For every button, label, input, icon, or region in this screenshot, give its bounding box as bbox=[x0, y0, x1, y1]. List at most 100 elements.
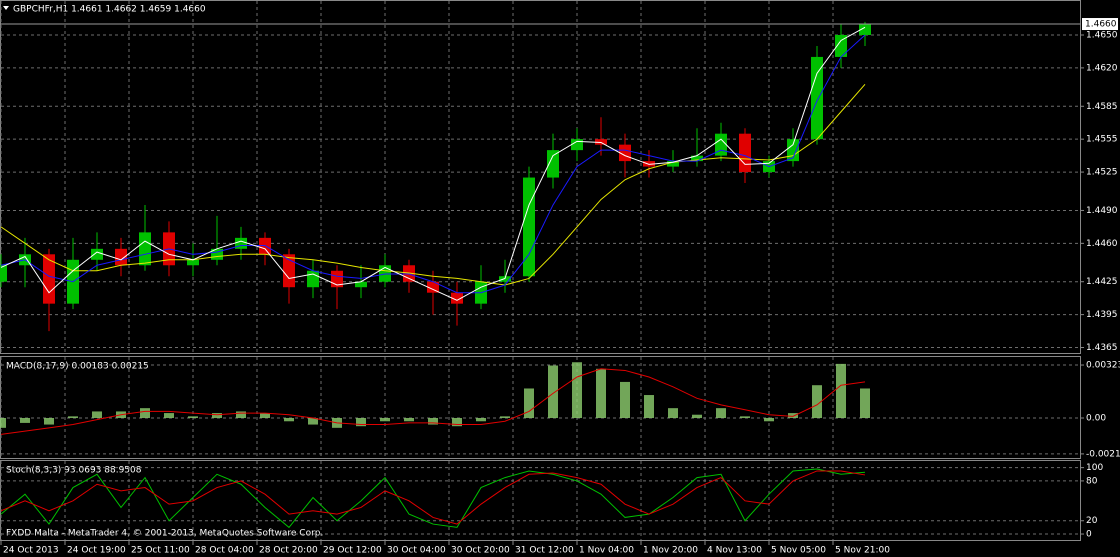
x-tick-label: 5 Nov 21:00 bbox=[835, 546, 890, 556]
macd-bar bbox=[380, 417, 390, 422]
macd-bar bbox=[212, 413, 222, 418]
candle-body bbox=[715, 133, 727, 156]
macd-bar bbox=[620, 381, 630, 418]
candle-body bbox=[211, 248, 223, 260]
macd-bar bbox=[836, 363, 846, 418]
x-tick-label: 25 Oct 11:00 bbox=[131, 546, 190, 556]
moving-average bbox=[0, 26, 866, 301]
x-tick-label: 30 Oct 04:00 bbox=[387, 546, 446, 556]
candle-body bbox=[571, 139, 583, 151]
y-tick-label: 1.4585 bbox=[1086, 102, 1118, 112]
stoch-signal bbox=[0, 470, 866, 525]
macd-bar bbox=[668, 408, 678, 418]
macd-bar bbox=[452, 417, 462, 427]
y-tick-label: 0.00 bbox=[1086, 413, 1106, 423]
macd-bar bbox=[188, 416, 198, 418]
candle-body bbox=[187, 259, 199, 266]
macd-bar bbox=[308, 417, 318, 425]
x-tick-label: 28 Oct 04:00 bbox=[195, 546, 254, 556]
y-tick-label: 1.4555 bbox=[1086, 135, 1118, 145]
y-tick-label: 1.4395 bbox=[1086, 310, 1118, 320]
moving-average bbox=[0, 34, 866, 294]
candle-body bbox=[451, 292, 463, 304]
macd-bar bbox=[692, 414, 702, 418]
macd-bar bbox=[548, 365, 558, 418]
macd-bar bbox=[0, 417, 6, 428]
candle-body bbox=[691, 155, 703, 162]
macd-bar bbox=[284, 417, 294, 422]
macd-bar bbox=[164, 413, 174, 418]
candle-body bbox=[355, 281, 367, 288]
candle-body bbox=[523, 177, 535, 277]
candle-body bbox=[43, 254, 55, 304]
y-tick-label: 1.4650 bbox=[1086, 30, 1118, 40]
macd-signal bbox=[0, 368, 866, 435]
macd-bar bbox=[740, 416, 750, 418]
macd-bar bbox=[716, 408, 726, 418]
macd-bar bbox=[260, 413, 270, 418]
macd-bar bbox=[860, 388, 870, 418]
y-tick-label: 1.4525 bbox=[1086, 168, 1118, 178]
y-tick-label: -0.00219 bbox=[1086, 449, 1120, 459]
y-tick-label: 80 bbox=[1086, 476, 1098, 486]
candle-body bbox=[859, 24, 871, 35]
candle-body bbox=[115, 248, 127, 266]
macd-bar bbox=[20, 417, 30, 423]
candle-body bbox=[547, 150, 559, 178]
x-tick-label: 24 Oct 19:00 bbox=[67, 546, 126, 556]
last-price-tag bbox=[1082, 18, 1118, 31]
macd-bar bbox=[428, 417, 438, 425]
y-tick-label: 1.4490 bbox=[1086, 206, 1118, 216]
y-tick-label: 0.00323 bbox=[1086, 361, 1120, 371]
main-pane-frame bbox=[0, 0, 1081, 354]
macd-bar bbox=[236, 411, 246, 418]
x-tick-label: 30 Oct 20:00 bbox=[451, 546, 510, 556]
candle-body bbox=[835, 34, 847, 57]
y-tick-label: 0 bbox=[1086, 530, 1092, 540]
candle-body bbox=[595, 139, 607, 145]
moving-average bbox=[0, 84, 866, 286]
x-tick-label: 5 Nov 05:00 bbox=[771, 546, 826, 556]
candle-body bbox=[427, 281, 439, 293]
macd-bar bbox=[68, 416, 78, 418]
macd-pane-frame bbox=[0, 356, 1081, 459]
macd-bar bbox=[524, 388, 534, 418]
macd-bar bbox=[764, 417, 774, 422]
candle-body bbox=[283, 254, 295, 288]
x-tick-label: 1 Nov 20:00 bbox=[643, 546, 698, 556]
macd-bar bbox=[788, 413, 798, 418]
candle-body bbox=[307, 270, 319, 288]
y-tick-label: 20 bbox=[1086, 516, 1098, 526]
x-tick-label: 24 Oct 2013 bbox=[3, 546, 59, 556]
candle-body bbox=[0, 265, 7, 282]
macd-bar bbox=[572, 362, 582, 418]
x-tick-label: 29 Oct 12:00 bbox=[323, 546, 382, 556]
macd-bar bbox=[500, 416, 510, 418]
last-price-label: 1.4660 bbox=[1085, 20, 1117, 30]
y-tick-label: 1.4365 bbox=[1086, 343, 1118, 353]
macd-bar bbox=[356, 417, 366, 427]
footer: FXDD Malta - MetaTrader 4, © 2001-2013, … bbox=[6, 529, 323, 539]
menu-arrow[interactable] bbox=[3, 6, 9, 10]
macd-bar bbox=[644, 395, 654, 418]
y-tick-label: 100 bbox=[1086, 463, 1103, 473]
candle-body bbox=[643, 161, 655, 167]
candle-body bbox=[667, 161, 679, 167]
candle-body bbox=[811, 56, 823, 140]
stoch-pane-frame bbox=[0, 460, 1081, 541]
candle-body bbox=[787, 139, 799, 162]
chart-title: GBPCHFr,H1 1.4661 1.4662 1.4659 1.4660 bbox=[13, 5, 206, 15]
stoch-main bbox=[0, 468, 866, 529]
stoch-title: Stoch(8,3,3) 93.0693 88.9508 bbox=[6, 466, 142, 476]
macd-bar bbox=[596, 368, 606, 418]
macd-bar bbox=[92, 411, 102, 418]
candle-body bbox=[91, 248, 103, 260]
x-tick-label: 4 Nov 13:00 bbox=[707, 546, 762, 556]
macd-bar bbox=[812, 385, 822, 418]
y-tick-label: 1.4425 bbox=[1086, 277, 1118, 287]
x-tick-label: 28 Oct 20:00 bbox=[259, 546, 318, 556]
candle-body bbox=[235, 237, 247, 249]
macd-title: MACD(8,17,9) 0.00183 0.00215 bbox=[6, 362, 149, 372]
x-tick-label: 1 Nov 04:00 bbox=[579, 546, 634, 556]
